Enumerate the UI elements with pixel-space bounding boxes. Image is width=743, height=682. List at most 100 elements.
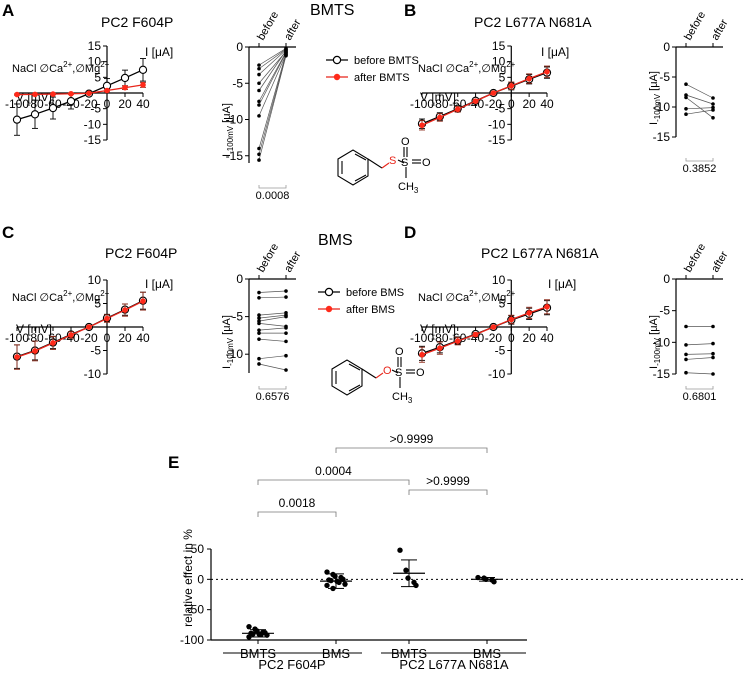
iv-after-point xyxy=(14,91,20,98)
iv-x-tick-label: 20 xyxy=(118,97,132,111)
iv-y-tick-label: -5 xyxy=(90,102,101,116)
e-comparison-bracket xyxy=(408,489,488,495)
paired-category-label: before xyxy=(682,9,708,42)
iv-x-tick-label: -20 xyxy=(80,97,98,111)
paired-before-point xyxy=(684,107,688,111)
iv-after-point xyxy=(14,354,20,360)
bms-oxygen-hetero: O xyxy=(383,365,392,377)
panel-a-paired-ylabel: I-100mV [μA] xyxy=(221,103,235,157)
paired-before-point xyxy=(684,95,688,100)
iv-x-tick-label: 40 xyxy=(136,331,150,345)
paired-y-tick-label: 0 xyxy=(236,40,243,54)
iv-y-tick-label: -10 xyxy=(84,117,102,131)
panel-d-condition: NaCl ∅Ca2+,∅Mg2+ xyxy=(418,289,516,304)
bmts-methyl: CH3 xyxy=(398,181,419,195)
iv-series-line xyxy=(16,300,144,358)
paired-after-point xyxy=(284,295,288,299)
e-category-label: BMTS xyxy=(391,646,427,661)
paired-y-tick-label: -5 xyxy=(659,304,670,318)
paired-connector xyxy=(258,55,287,161)
paired-p-bracket xyxy=(258,185,287,189)
paired-before-point xyxy=(257,63,261,67)
paired-before-point xyxy=(257,66,261,71)
paired-before-point xyxy=(257,356,261,361)
e-category-label: BMS xyxy=(322,646,351,661)
paired-category-label: after xyxy=(709,17,731,42)
paired-connector xyxy=(258,296,287,299)
iv-y-tick-label: 15 xyxy=(492,39,506,53)
paired-connector xyxy=(258,338,287,342)
e-data-point xyxy=(332,573,338,579)
panel-d-xlabel: V [mV] xyxy=(420,322,456,336)
e-data-point xyxy=(403,567,409,573)
e-data-point xyxy=(397,547,403,553)
iv-after-point xyxy=(437,114,443,121)
paired-connector xyxy=(258,323,287,327)
iv-after-point xyxy=(472,98,479,104)
e-data-point xyxy=(250,631,256,637)
e-data-point xyxy=(405,575,411,581)
legend-top: before BMTS after BMTS xyxy=(326,55,419,84)
paired-connector xyxy=(685,109,714,115)
iv-after-point xyxy=(140,298,146,304)
paired-before-point xyxy=(257,290,261,295)
paired-before-point xyxy=(684,370,688,375)
iv-x-tick-label: -80 xyxy=(431,331,449,345)
iv-after-point xyxy=(140,82,146,88)
e-y-tick-label: 50 xyxy=(191,542,205,556)
paired-connector xyxy=(258,52,287,106)
iv-y-tick-label: -10 xyxy=(488,367,506,381)
iv-after-point xyxy=(526,310,532,316)
paired-connector xyxy=(258,53,287,149)
paired-before-point xyxy=(257,88,261,93)
e-data-point xyxy=(246,623,252,630)
paired-y-tick-label: -15 xyxy=(653,367,671,381)
legend-after-label: after BMS xyxy=(346,304,395,316)
iv-series-line xyxy=(421,306,548,356)
panel-c-ylabel: I [μA] xyxy=(145,277,173,291)
iv-after-point xyxy=(508,82,515,89)
paired-y-tick-label: -5 xyxy=(659,70,670,84)
paired-p-bracket xyxy=(258,386,287,390)
iv-x-tick-label: 0 xyxy=(104,97,111,111)
iv-y-tick-label: -5 xyxy=(495,344,506,358)
paired-category-label: before xyxy=(255,9,281,42)
iv-after-point xyxy=(122,307,128,313)
panel-letter-b: B xyxy=(404,1,416,20)
e-data-point xyxy=(342,581,348,587)
panel-c-title: PC2 F604P xyxy=(105,245,177,261)
paired-y-tick-label: -10 xyxy=(653,335,671,349)
panel-b-paired-ylabel: I-100mV [μA] xyxy=(648,71,662,125)
paired-category-label: before xyxy=(255,241,281,274)
bmts-sulfonyl-s: S xyxy=(401,157,408,169)
paired-before-point xyxy=(257,337,261,341)
legend-before-label: before BMS xyxy=(346,287,404,299)
iv-before-point xyxy=(12,115,22,124)
iv-before-point xyxy=(66,96,76,106)
paired-connector xyxy=(258,48,287,66)
paired-category-label: after xyxy=(709,249,731,274)
paired-after-point xyxy=(711,351,715,356)
e-comparison-bracket xyxy=(257,511,337,517)
panel-d-ylabel: I [μA] xyxy=(548,277,576,291)
iv-after-point xyxy=(490,90,497,96)
paired-connector xyxy=(258,290,287,293)
paired-connector xyxy=(685,353,714,355)
panel-b-ylabel: I [μA] xyxy=(541,45,569,59)
paired-before-point xyxy=(684,357,688,362)
iv-after-point xyxy=(544,68,550,75)
iv-y-tick-label: 10 xyxy=(492,55,506,69)
paired-before-point xyxy=(257,316,261,320)
paired-before-point xyxy=(684,352,688,357)
iv-x-tick-label: 20 xyxy=(522,331,536,345)
iv-after-point xyxy=(472,331,479,338)
panel-c-xlabel: V [mV] xyxy=(16,322,52,336)
paired-y-tick-label: -10 xyxy=(226,347,244,361)
paired-p-value: 0.3852 xyxy=(683,163,717,175)
paired-before-point xyxy=(684,324,688,329)
paired-before-point xyxy=(684,343,688,347)
panel-d-paired-ylabel: I-100mV [μA] xyxy=(648,315,662,369)
panel-a-ylabel: I [μA] xyxy=(145,45,173,59)
e-category-label: BMTS xyxy=(240,646,276,661)
paired-connector xyxy=(685,372,714,375)
